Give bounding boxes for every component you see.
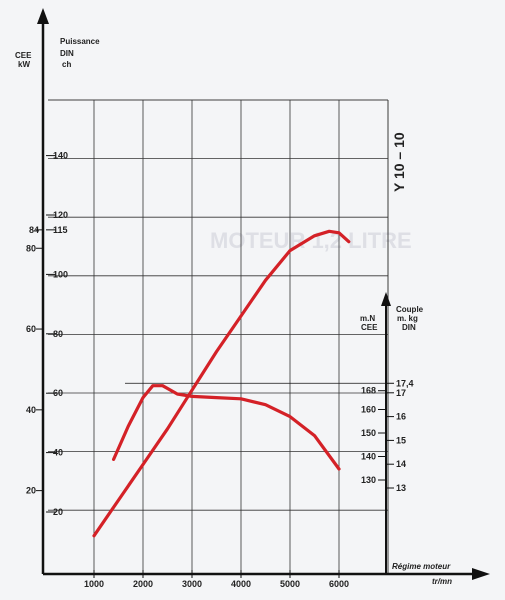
x-tick-label: 3000 [182, 579, 202, 589]
ch-tick-label: 60 [53, 388, 63, 398]
mkg-tick-label: 16 [396, 412, 406, 422]
ch-tick-label: 140 [53, 151, 68, 161]
mkg-tick-label: 13 [396, 483, 406, 493]
torque-axis-din-label: DIN [402, 323, 416, 332]
torque-axis-arrow [381, 292, 391, 306]
torque-axis-mkg-unit: m. kg [397, 314, 418, 323]
mn-tick-label: 160 [361, 405, 376, 415]
torque-axis-cee-label: CEE [361, 323, 378, 332]
torque-axis-label: Couple [396, 305, 424, 314]
ch-tick-label: 40 [53, 448, 63, 458]
mkg-tick-label: 17,4 [396, 378, 414, 388]
axes [37, 8, 490, 580]
power-axis-kw-unit: kW [18, 60, 30, 69]
mn-tick-label: 150 [361, 428, 376, 438]
ch-tick-label: 120 [53, 210, 68, 220]
ticks: 1000 2000 3000 4000 5000 6000 20 40 60 80 100 115 12… [26, 151, 414, 589]
ch-tick-label: 80 [53, 329, 63, 339]
kw-tick-label: 60 [26, 324, 36, 334]
torque-axis-mn-unit: m.N [360, 314, 375, 323]
x-tick-label: 5000 [280, 579, 300, 589]
x-tick-label: 1000 [84, 579, 104, 589]
grid [48, 99, 389, 574]
mkg-tick-label: 15 [396, 435, 406, 445]
model-label: Y 10 – 10 [391, 132, 407, 192]
curves [92, 229, 351, 538]
mn-tick-label: 130 [361, 475, 376, 485]
kw-max-label: 84 [29, 225, 39, 235]
x-axis-arrow [472, 568, 490, 580]
x-axis-unit: tr/mn [432, 577, 452, 586]
kw-tick-label: 20 [26, 486, 36, 496]
kw-tick-label: 80 [26, 243, 36, 253]
background-ghost-title: MOTEUR 1,2 LITRE [210, 228, 412, 253]
x-tick-label: 4000 [231, 579, 251, 589]
kw-tick-label: 40 [26, 405, 36, 415]
mkg-tick-label: 14 [396, 459, 406, 469]
ch-tick-label: 100 [53, 269, 68, 279]
power-axis-din-label-line2: DIN [60, 49, 74, 58]
x-tick-label: 6000 [329, 579, 349, 589]
x-tick-label: 2000 [133, 579, 153, 589]
y-axis-arrow [37, 8, 49, 24]
mn-tick-label: 168 [361, 386, 376, 396]
power-axis-cee-label: CEE [15, 51, 32, 60]
mkg-tick-label: 17 [396, 388, 406, 398]
ch-tick-label: 115 [53, 225, 68, 235]
power-axis-din-label-line1: Puissance [60, 37, 100, 46]
ch-tick-label: 20 [53, 507, 63, 517]
power-curve [92, 229, 351, 538]
torque-curve [112, 384, 341, 471]
x-axis-label: Régime moteur [392, 562, 451, 571]
power-axis-ch-unit: ch [62, 60, 71, 69]
mn-tick-label: 140 [361, 452, 376, 462]
